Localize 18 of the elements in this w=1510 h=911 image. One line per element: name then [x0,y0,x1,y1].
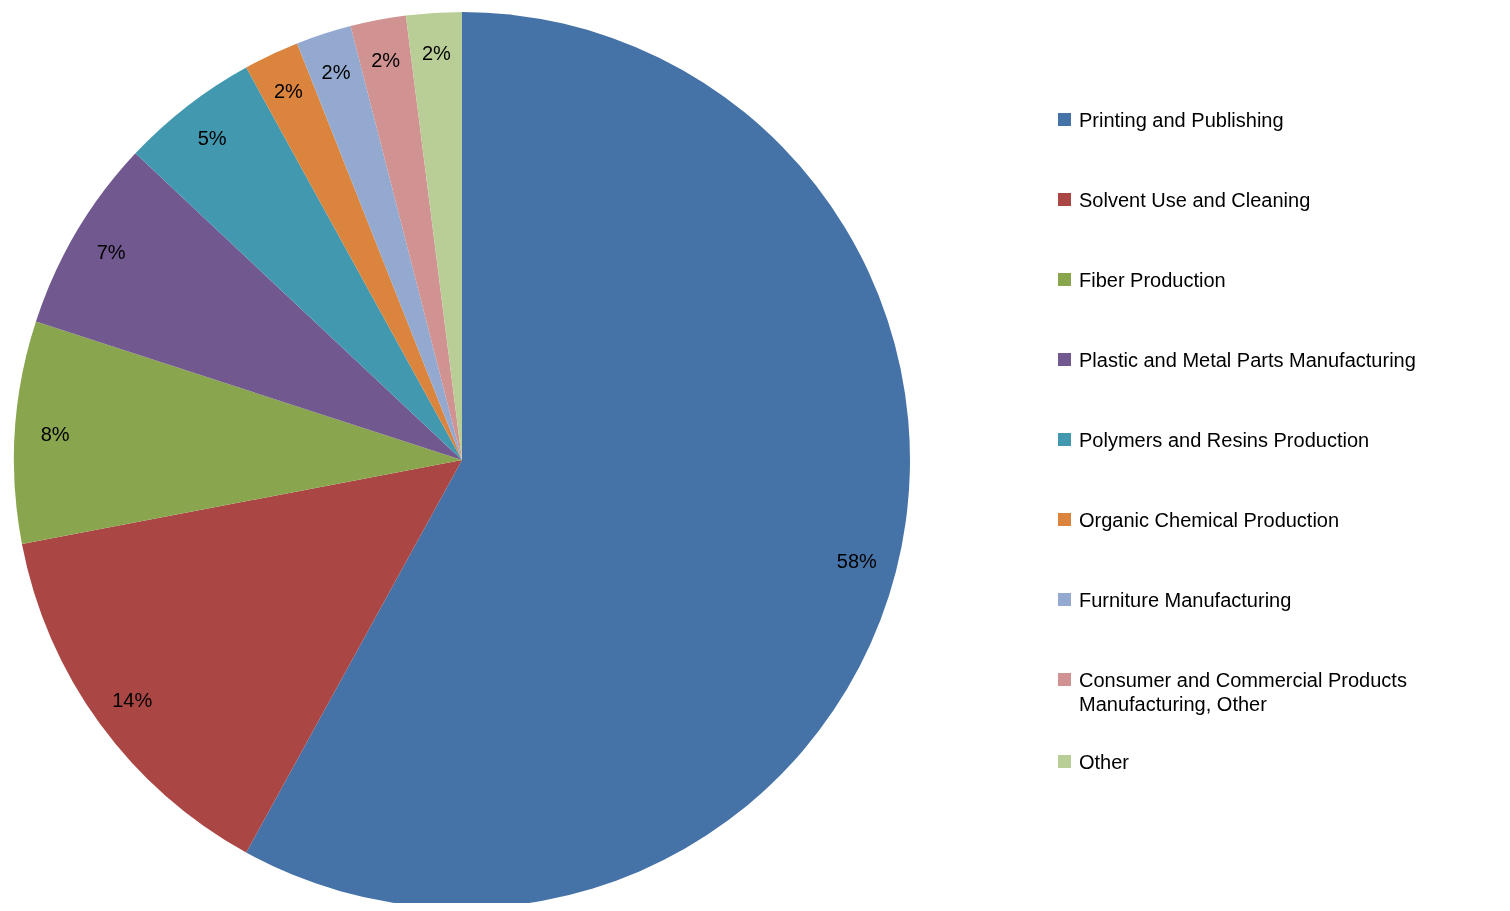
data-label: 7% [96,241,126,264]
data-label: 2% [321,61,351,84]
legend-label: Other [1079,750,1130,774]
legend-label: Plastic and Metal Parts Manufacturing [1079,348,1416,372]
data-label: 58% [836,550,878,573]
legend-label: Solvent Use and Cleaning [1079,188,1311,212]
legend-label: Fiber Production [1079,268,1226,292]
legend-label: Polymers and Resins Production [1079,428,1370,452]
data-label: 2% [421,42,452,65]
data-label: 2% [371,48,401,71]
legend-label: Organic Chemical Production [1079,508,1340,532]
legend-label: Consumer and Commercial Products Manufacturing, Other [1079,668,1408,716]
data-label: 8% [40,423,70,446]
legend-label: Furniture Manufacturing [1079,588,1292,612]
data-label: 5% [197,126,227,149]
data-label: 2% [273,80,304,103]
legend-label: Printing and Publishing [1079,108,1284,132]
data-label: 14% [112,688,153,711]
